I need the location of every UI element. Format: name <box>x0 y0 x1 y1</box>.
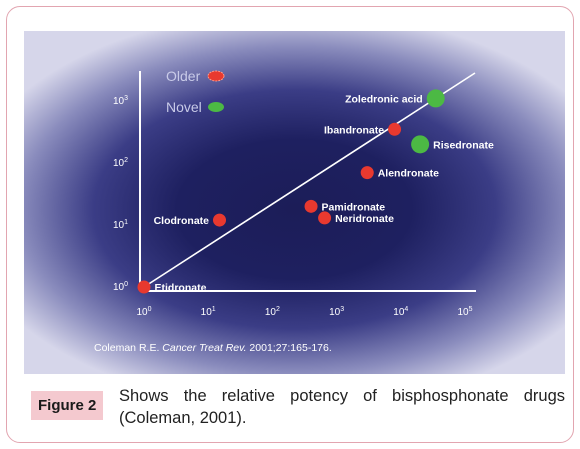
y-tick-label-0-exp: 0 <box>124 281 128 288</box>
point-alendronate <box>360 166 374 180</box>
x-tick-label-2-base: 10 <box>265 307 277 318</box>
y-tick-label-3-exp: 3 <box>124 95 128 102</box>
citation-text: Coleman R.E. Cancer Treat Rev. 2001;27:1… <box>94 342 332 354</box>
chart-legend: Older Novel <box>166 68 225 115</box>
y-tick-label-2-exp: 2 <box>124 157 128 164</box>
point-neridronate <box>318 211 332 225</box>
x-tick-label-3: 103 <box>329 306 344 318</box>
citation-journal: Cancer Treat Rev. <box>162 342 246 354</box>
y-tick-label-1: 101 <box>113 219 128 231</box>
chart-axes <box>139 71 476 292</box>
y-tick-label-0: 100 <box>113 281 128 293</box>
point-clodronate <box>213 213 227 227</box>
x-tick-label-3-exp: 3 <box>340 306 344 313</box>
x-tick-label-1-base: 10 <box>201 307 213 318</box>
figure-caption: Figure 2 Shows the relative potency of b… <box>31 385 565 435</box>
x-tick-label-2-exp: 2 <box>276 306 280 313</box>
point-label-zoledronic-acid: Zoledronic acid <box>345 93 423 105</box>
figure-card: 100 101 102 103 104 105 100 101 102 103 Older Nove… <box>6 6 574 443</box>
point-risedronate <box>411 135 430 154</box>
data-points: Etidronate Clodronate PamidronateNeridrona… <box>137 89 494 294</box>
point-label-pamidronate: Pamidronate <box>322 201 386 213</box>
point-label-etidronate: Etidronate <box>155 282 207 294</box>
x-tick-label-4-exp: 4 <box>404 306 408 313</box>
chart-slide: 100 101 102 103 104 105 100 101 102 103 Older Nove… <box>24 31 565 374</box>
point-label-risedronate: Risedronate <box>433 139 494 151</box>
y-tick-label-1-exp: 1 <box>124 219 128 226</box>
x-tick-label-4-base: 10 <box>393 307 405 318</box>
x-tick-label-2: 102 <box>265 306 280 318</box>
point-label-ibandronate: Ibandronate <box>324 124 384 136</box>
point-ibandronate <box>388 122 402 136</box>
point-zoledronic-acid <box>426 89 445 108</box>
citation-suffix: 2001;27:165-176. <box>247 342 332 354</box>
x-tick-label-0: 100 <box>136 306 151 318</box>
legend-marker-novel <box>208 102 224 112</box>
x-tick-label-5: 105 <box>457 306 472 318</box>
point-label-alendronate: Alendronate <box>378 168 439 180</box>
figure-caption-text: Shows the relative potency of bisphospho… <box>119 387 565 427</box>
point-pamidronate <box>304 199 318 213</box>
x-tick-label-3-base: 10 <box>329 307 341 318</box>
point-label-clodronate: Clodronate <box>154 215 210 227</box>
citation-prefix: Coleman R.E. <box>94 342 162 354</box>
legend-label-older: Older <box>166 68 201 84</box>
trend-line-group <box>143 72 476 288</box>
x-tick-label-0-base: 10 <box>136 307 148 318</box>
y-tick-label-0-base: 10 <box>113 282 125 293</box>
figure-label: Figure 2 <box>31 391 104 420</box>
x-tick-label-5-base: 10 <box>457 307 469 318</box>
legend-marker-older <box>207 70 225 82</box>
point-label-neridronate: Neridronate <box>335 213 394 225</box>
x-tick-label-1-exp: 1 <box>212 306 216 313</box>
legend-label-novel: Novel <box>166 99 202 115</box>
y-tick-label-3-base: 10 <box>113 96 125 107</box>
point-etidronate <box>137 280 151 294</box>
x-tick-label-0-exp: 0 <box>148 306 152 313</box>
x-tick-label-5-exp: 5 <box>469 306 473 313</box>
x-tick-label-1: 101 <box>201 306 216 318</box>
y-tick-label-2-base: 10 <box>113 158 125 169</box>
y-tick-label-1-base: 10 <box>113 220 125 231</box>
y-tick-label-3: 103 <box>113 95 128 107</box>
trend-line <box>143 72 476 288</box>
x-tick-label-4: 104 <box>393 306 408 318</box>
y-tick-label-2: 102 <box>113 157 128 169</box>
